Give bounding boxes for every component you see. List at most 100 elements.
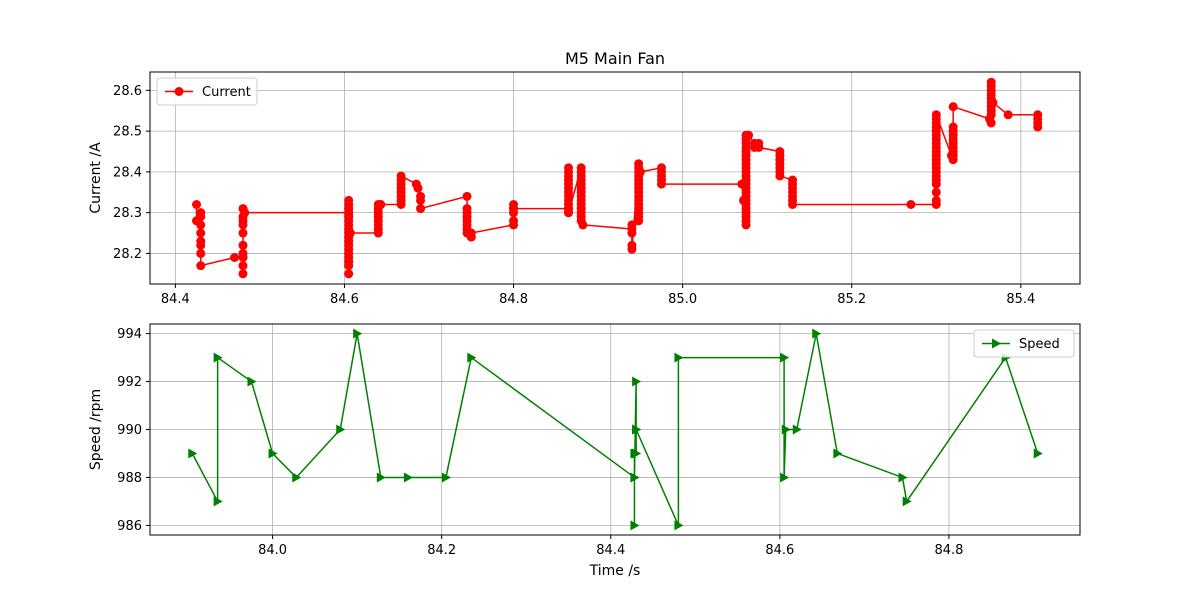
- data-point: [578, 220, 588, 230]
- legend-label: Current: [202, 85, 251, 100]
- y-axis-title: Speed /rpm: [88, 389, 104, 470]
- data-point: [632, 448, 642, 459]
- data-point: [196, 240, 206, 250]
- data-point: [344, 261, 354, 271]
- data-point: [416, 204, 426, 214]
- legend: Speed: [973, 329, 1075, 358]
- data-point: [238, 228, 248, 238]
- legend-box: [156, 77, 258, 106]
- data-point: [780, 472, 790, 483]
- y-tick-label: 28.6: [113, 84, 142, 99]
- data-point: [376, 472, 386, 483]
- data-point: [781, 424, 791, 435]
- data-point: [238, 240, 248, 250]
- x-tick-label: 84.0: [258, 543, 287, 558]
- data-point: [632, 424, 642, 435]
- data-point: [509, 204, 519, 214]
- data-point: [403, 472, 413, 483]
- data-point: [344, 269, 354, 279]
- data-point: [238, 261, 248, 271]
- speed-subplot: 84.0 84.2 84.4 84.6 84.8 986 988 990 992 994 Speed…: [88, 323, 1081, 579]
- x-tick-label: 84.4: [161, 292, 190, 307]
- data-point: [196, 212, 206, 222]
- data-point: [632, 376, 642, 387]
- data-point: [196, 248, 206, 258]
- legend-label: Speed: [1019, 337, 1060, 352]
- x-tick-label: 84.6: [330, 292, 359, 307]
- data-point: [238, 248, 248, 258]
- x-tick-label: 85.2: [837, 292, 866, 307]
- y-tick-label: 28.3: [113, 206, 142, 221]
- y-tick-label: 28.5: [113, 125, 142, 140]
- data-point: [292, 472, 302, 483]
- data-point: [336, 424, 346, 435]
- legend-box: [973, 329, 1075, 358]
- data-point: [906, 200, 916, 209]
- figure-title: M5 Main Fan: [565, 49, 665, 68]
- data-point: [988, 98, 998, 108]
- y-axis-title: Current /A: [88, 142, 104, 214]
- data-point: [230, 253, 240, 262]
- data-point: [741, 220, 751, 230]
- data-point: [674, 520, 684, 531]
- data-point: [775, 171, 785, 181]
- data-point: [413, 183, 423, 193]
- legend-marker-swatch: [992, 338, 1001, 349]
- data-point: [986, 118, 996, 128]
- x-tick-label: 84.8: [934, 543, 963, 558]
- data-point: [467, 352, 477, 363]
- data-point: [1033, 448, 1043, 459]
- data-point: [948, 122, 958, 132]
- legend: Current: [156, 77, 258, 106]
- data-point: [635, 167, 645, 177]
- x-tick-label: 85.0: [668, 292, 697, 307]
- data-point: [196, 228, 206, 238]
- data-point: [416, 195, 426, 205]
- data-point: [812, 328, 822, 339]
- data-point: [1003, 110, 1013, 120]
- axes-frame: [149, 71, 1081, 285]
- y-tick-label: 28.4: [113, 165, 142, 180]
- data-point: [792, 424, 802, 435]
- data-point: [462, 191, 472, 201]
- data-point: [754, 142, 764, 152]
- data-point: [466, 228, 476, 238]
- data-point: [674, 352, 684, 363]
- data-point: [268, 448, 278, 459]
- data-point: [902, 496, 912, 507]
- data-point: [833, 448, 843, 459]
- data-point: [627, 244, 637, 254]
- data-point: [931, 187, 941, 197]
- data-point: [898, 472, 908, 483]
- y-tick-label: 990: [117, 423, 142, 438]
- data-point: [247, 376, 257, 387]
- data-point: [192, 200, 201, 209]
- y-tick-label: 994: [117, 327, 142, 342]
- data-point: [188, 448, 198, 459]
- data-point: [240, 208, 250, 218]
- x-tick-label: 84.6: [765, 543, 794, 558]
- x-axis-title: Time /s: [589, 563, 641, 579]
- data-point: [657, 179, 666, 189]
- data-point: [396, 171, 406, 181]
- data-point: [630, 472, 640, 483]
- data-point: [345, 228, 355, 238]
- y-tick-label: 988: [117, 471, 142, 486]
- data-point: [196, 220, 206, 230]
- data-point: [627, 228, 637, 238]
- data-point: [376, 200, 386, 209]
- data-point: [788, 200, 798, 209]
- data-point: [564, 163, 573, 173]
- x-tick-label: 85.4: [1006, 292, 1035, 307]
- data-point: [780, 352, 790, 363]
- data-point: [353, 328, 363, 339]
- data-point: [196, 261, 206, 271]
- y-tick-label: 28.2: [113, 247, 142, 262]
- data-point: [948, 102, 958, 112]
- y-tick-label: 986: [117, 519, 142, 534]
- data-point: [634, 216, 644, 226]
- data-point: [986, 77, 996, 87]
- data-point: [744, 130, 754, 140]
- data-point: [630, 520, 640, 531]
